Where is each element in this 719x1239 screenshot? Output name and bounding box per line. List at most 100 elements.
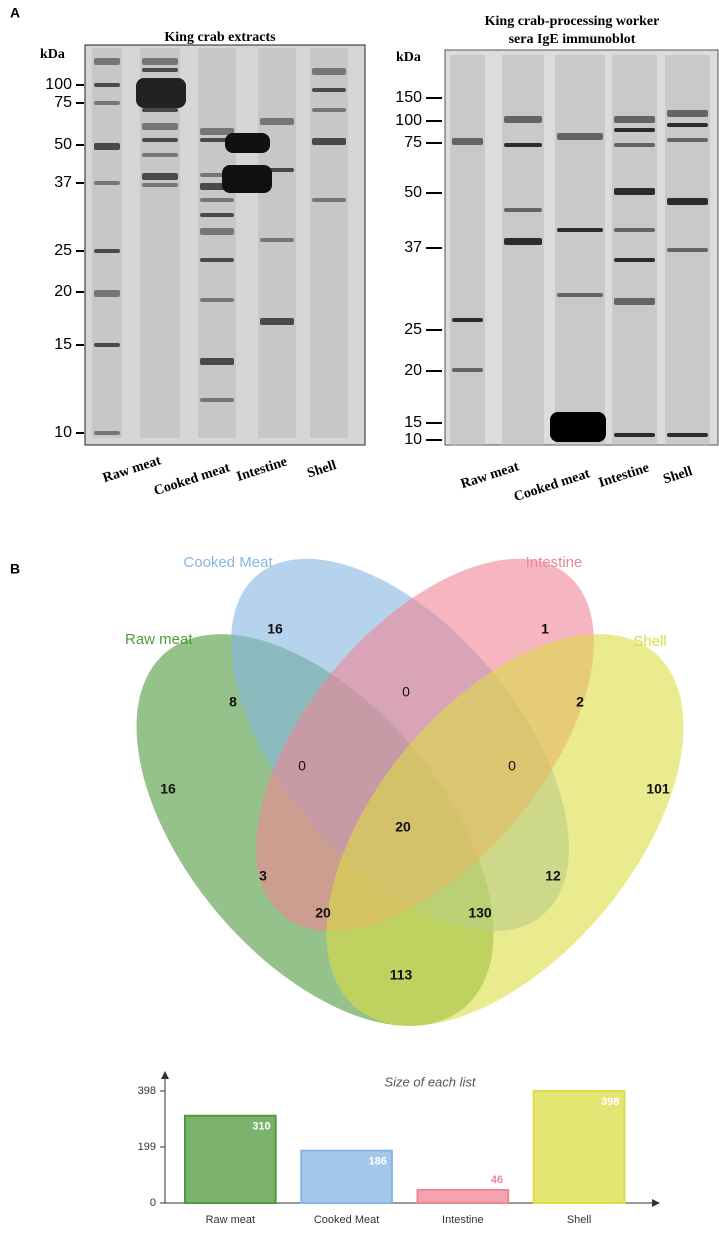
band	[557, 293, 603, 297]
band	[142, 153, 178, 157]
band	[614, 228, 655, 232]
band	[200, 298, 234, 302]
band	[667, 123, 708, 127]
band	[94, 101, 120, 105]
band	[200, 228, 234, 235]
band	[142, 68, 178, 72]
band	[504, 116, 542, 123]
lane-label: Cooked meat	[152, 460, 232, 499]
y-arrow	[161, 1071, 169, 1079]
marker-label: 25	[404, 321, 422, 338]
band	[614, 433, 655, 437]
band	[312, 68, 346, 75]
lane	[310, 48, 348, 438]
venn-count: 16	[267, 621, 283, 637]
bar	[300, 1149, 393, 1205]
x-tick-label: Raw meat	[206, 1214, 256, 1226]
value-label: 46	[491, 1174, 503, 1186]
marker-label: 25	[54, 242, 72, 259]
band	[504, 143, 542, 147]
unit-label: kDa	[40, 47, 65, 62]
venn-set-label: Cooked Meat	[183, 554, 273, 571]
band	[94, 143, 120, 150]
venn-set-label: Shell	[633, 633, 666, 650]
band	[452, 318, 483, 322]
marker-label: 150	[395, 89, 422, 106]
marker-label: 100	[395, 112, 422, 129]
lane-label: Intestine	[597, 461, 651, 491]
band	[94, 58, 120, 65]
band	[94, 290, 120, 297]
band	[614, 298, 655, 305]
value-label: 186	[369, 1156, 387, 1168]
gel-title: King crab-processing worker	[485, 14, 660, 29]
lane	[92, 48, 122, 438]
venn-count: 1	[541, 621, 549, 637]
x-arrow	[652, 1199, 660, 1207]
lane	[450, 55, 485, 445]
band	[504, 238, 542, 245]
band	[94, 181, 120, 185]
lane	[502, 55, 544, 445]
band	[200, 128, 234, 135]
band	[225, 133, 270, 153]
band	[222, 165, 272, 193]
lane	[140, 48, 180, 438]
lane	[198, 48, 236, 438]
marker-label: 75	[54, 94, 72, 111]
band	[614, 128, 655, 132]
band	[312, 198, 346, 202]
band	[142, 58, 178, 65]
band	[312, 138, 346, 145]
band	[667, 110, 708, 117]
band	[200, 198, 234, 202]
x-tick-label: Shell	[567, 1214, 591, 1226]
venn-count: 101	[646, 781, 670, 797]
gel-bands	[92, 48, 710, 445]
band	[260, 118, 294, 125]
x-tick-label: Intestine	[442, 1214, 484, 1226]
marker-label: 75	[404, 134, 422, 151]
y-tick-label: 398	[138, 1085, 156, 1097]
marker-label: 20	[54, 283, 72, 300]
band	[200, 213, 234, 217]
venn-count: 20	[315, 905, 331, 921]
y-tick-label: 199	[138, 1141, 156, 1153]
band	[200, 398, 234, 402]
lane-label: Cooked meat	[512, 466, 592, 505]
band	[94, 249, 120, 253]
band	[557, 133, 603, 140]
x-tick-label: Cooked Meat	[314, 1214, 379, 1226]
lane-label: Intestine	[235, 455, 289, 485]
bar	[532, 1090, 626, 1204]
band	[667, 198, 708, 205]
band	[557, 228, 603, 232]
unit-label: kDa	[396, 50, 421, 65]
band	[504, 208, 542, 212]
venn-count: 0	[298, 758, 306, 774]
band	[260, 318, 294, 325]
venn-set-label: Intestine	[526, 554, 583, 571]
panel-label: B	[10, 561, 20, 577]
marker-label: 100	[45, 76, 72, 93]
venn-count: 8	[229, 694, 237, 710]
lane-label: Raw meat	[101, 453, 163, 486]
band	[142, 173, 178, 180]
band	[200, 358, 234, 365]
lane	[258, 48, 296, 438]
band	[614, 258, 655, 262]
band	[452, 368, 483, 372]
marker-label: 15	[404, 414, 422, 431]
venn-count: 3	[259, 868, 267, 884]
venn-count: 16	[160, 781, 176, 797]
band	[312, 88, 346, 92]
venn-set-label: Raw meat	[125, 631, 193, 648]
venn-count: 113	[390, 967, 413, 983]
venn-count: 20	[395, 819, 411, 835]
marker-label: 15	[54, 336, 72, 353]
marker-label: 50	[54, 136, 72, 153]
marker-label: 37	[54, 174, 72, 191]
venn-set	[326, 634, 684, 1026]
band	[667, 138, 708, 142]
bar	[416, 1189, 510, 1205]
